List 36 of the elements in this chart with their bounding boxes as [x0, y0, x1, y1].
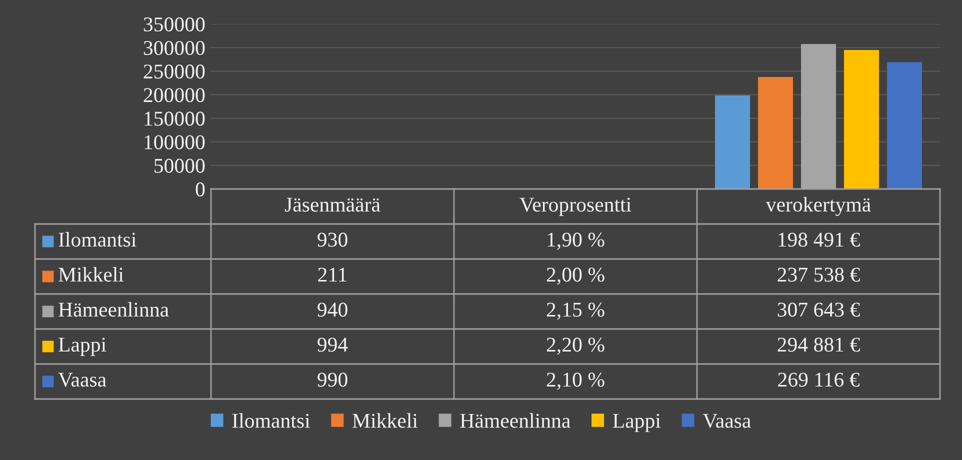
- data-label: 2,10 %: [546, 372, 604, 390]
- y-tick-label: 0: [196, 182, 205, 196]
- text: Mikkeli: [352, 413, 418, 428]
- data-label: 1,90 %: [548, 232, 604, 250]
- data-label: 294 881 €: [778, 338, 860, 352]
- data-label: 994: [318, 338, 348, 352]
- y-tick-label: 100000: [144, 135, 205, 150]
- y-tick-label: 250000: [144, 64, 205, 79]
- y-tick-label: 200000: [144, 88, 205, 102]
- data-label: 237 538 €: [778, 268, 860, 282]
- data-label: 2,15 %: [546, 302, 604, 320]
- x-tick-label: Veroprosentti: [520, 198, 632, 216]
- y-tick-label: 50000: [154, 158, 205, 173]
- legend-label: Vaasa: [702, 414, 751, 428]
- data-label: 269 116 €: [778, 372, 860, 387]
- text: Vaasa: [58, 372, 106, 387]
- legend-label: Ilomantsi: [58, 232, 136, 247]
- data-label: 990: [318, 372, 348, 387]
- legend-label: Mikkeli: [58, 267, 124, 282]
- x-tick-label: verokertymä: [766, 197, 871, 216]
- text: Hämeenlinna: [460, 413, 570, 428]
- data-label: 2,20 %: [546, 338, 604, 355]
- y-tick-label: 350000: [144, 17, 205, 32]
- data-label: 930: [318, 232, 348, 247]
- data-label: 198 491 €: [778, 232, 860, 247]
- data-label: 2,00 %: [546, 268, 604, 285]
- y-tick-label: 150000: [144, 112, 205, 126]
- text: Lappi: [58, 338, 106, 356]
- data-label: 211: [318, 268, 346, 282]
- data-label: 307 643 €: [778, 302, 860, 317]
- legend-label: Lappi: [612, 414, 661, 432]
- x-tick-label: Jäsenmäärä: [284, 198, 380, 212]
- y-tick-label: 300000: [144, 40, 205, 56]
- text: Ilomantsi: [232, 413, 310, 428]
- legend-label: Hämeenlinna: [58, 302, 169, 317]
- data-label: 940: [318, 302, 348, 317]
